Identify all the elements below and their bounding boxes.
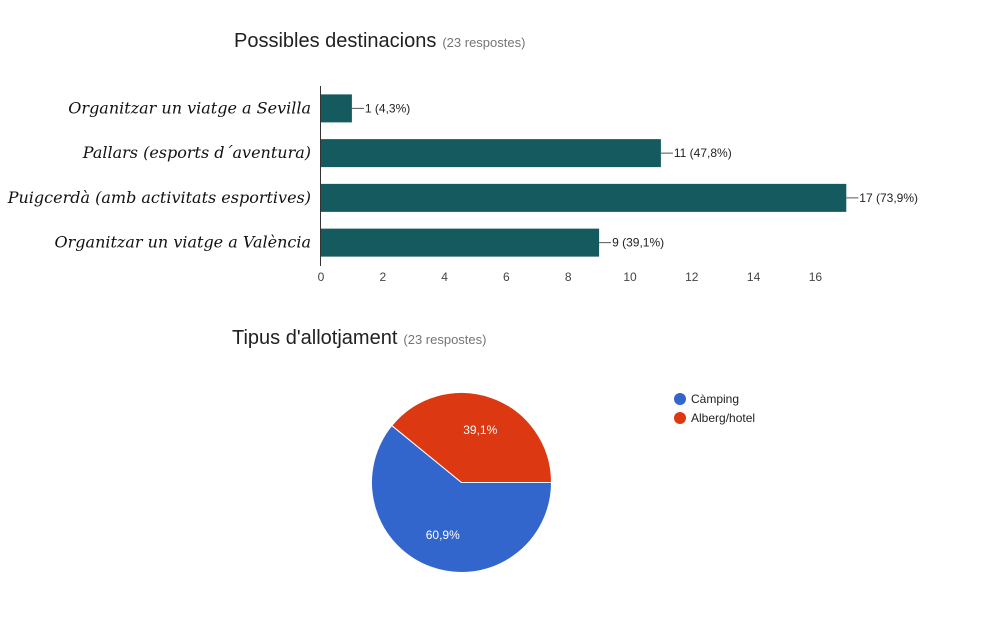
x-tick-label-6: 12: [685, 270, 699, 284]
x-tick-label-3: 6: [503, 270, 510, 284]
pie-slice-1: [391, 392, 553, 483]
x-tick-label-7: 14: [747, 270, 761, 284]
legend-marker-0: [674, 393, 686, 405]
x-tick-label-4: 8: [565, 270, 572, 284]
data-label-3: 9 (39,1%): [612, 236, 664, 250]
bar-chart-response-count: (23 respostes): [442, 35, 526, 50]
data-label-0: 1 (4,3%): [365, 101, 410, 115]
bar-2: [321, 183, 847, 212]
legend-label-1: Alberg/hotel: [691, 411, 755, 425]
category-label-1: Pallars (esports d´aventura): [82, 143, 311, 162]
data-label-2: 17 (73,9%): [859, 191, 918, 205]
legend-marker-1: [674, 412, 686, 424]
x-tick-label-2: 4: [441, 270, 448, 284]
data-label-1: 11 (47,8%): [674, 146, 732, 160]
bar-3: [321, 228, 600, 257]
bar-chart-title-text: Possibles destinacions: [234, 30, 437, 52]
x-tick-label-8: 16: [809, 270, 823, 284]
x-tick-label-0: 0: [318, 270, 325, 284]
pie-chart-title: Tipus d'allotjament (23 respostes): [232, 327, 486, 350]
pie-chart-response-count: (23 respostes): [403, 332, 487, 347]
pie-chart-title-text: Tipus d'allotjament: [232, 327, 398, 349]
x-tick-label-5: 10: [623, 270, 637, 284]
x-tick-label-1: 2: [379, 270, 386, 284]
pie-slice-label-1: 39,1%: [463, 423, 497, 437]
category-label-3: Organitzar un viatge a València: [55, 233, 311, 252]
pie-slice-label-0: 60,9%: [426, 528, 460, 542]
bar-chart-title: Possibles destinacions (23 respostes): [234, 30, 525, 53]
bar-0: [321, 94, 352, 123]
category-label-2: Puigcerdà (amb activitats esportives): [7, 188, 311, 207]
legend-label-0: Càmping: [691, 392, 739, 406]
category-label-0: Organitzar un viatge a Sevilla: [68, 98, 311, 117]
bar-1: [321, 139, 661, 168]
pie-slice-0: [371, 424, 553, 573]
